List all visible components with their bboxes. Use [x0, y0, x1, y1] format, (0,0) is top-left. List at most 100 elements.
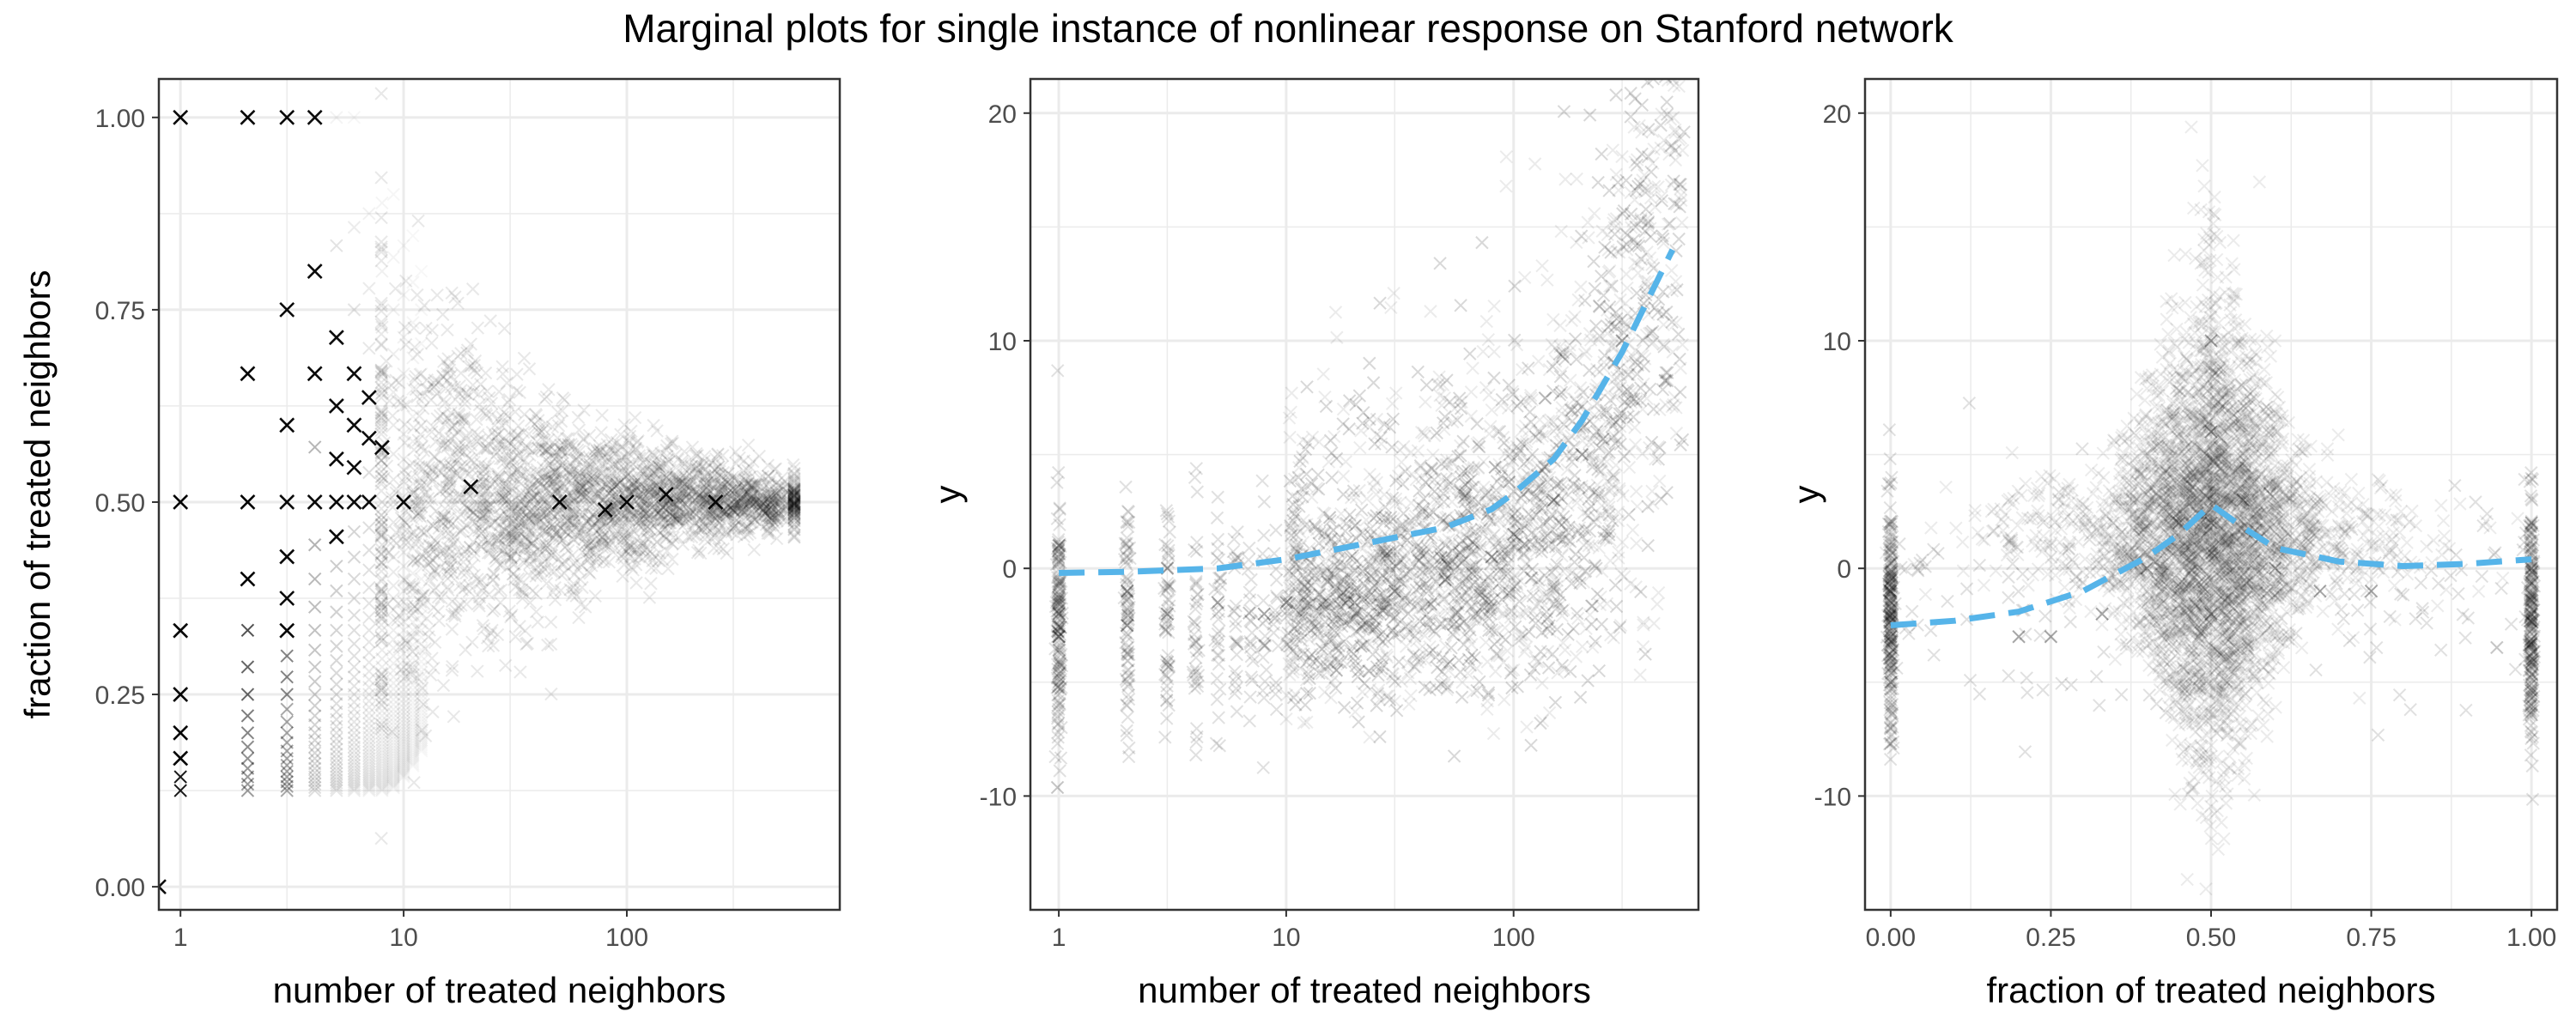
scatter-point	[787, 492, 801, 506]
scatter-point	[346, 417, 362, 433]
scatter-point	[375, 556, 389, 570]
scatter-point	[374, 338, 388, 353]
scatter-point	[330, 776, 343, 790]
scatter-point	[433, 484, 447, 498]
scatter-point	[638, 464, 653, 478]
scatter-point	[1678, 33, 1690, 45]
scatter-point	[386, 693, 400, 706]
scatter-point	[787, 528, 801, 542]
scatter-point	[386, 770, 400, 784]
scatter-point	[778, 499, 793, 513]
scatter-point	[374, 87, 388, 100]
scatter-point	[468, 494, 482, 508]
scatter-point	[307, 572, 322, 586]
scatter-point	[712, 508, 726, 522]
scatter-point	[1210, 693, 1224, 706]
scatter-point	[362, 664, 376, 678]
scatter-point	[1661, 64, 1673, 76]
scatter-point	[330, 653, 343, 668]
scatter-point	[1647, 43, 1659, 55]
scatter-point	[362, 779, 376, 792]
x-tick-label: 10	[389, 924, 417, 952]
scatter-point	[730, 504, 744, 518]
scatter-point	[397, 623, 410, 638]
scatter-point	[347, 761, 361, 775]
scatter-point	[605, 444, 619, 457]
scatter-point	[375, 470, 389, 483]
scatter-point	[459, 643, 472, 657]
scatter-point	[739, 477, 753, 491]
scatter-point	[414, 660, 428, 674]
scatter-point	[375, 668, 389, 682]
scatter-point	[580, 476, 593, 491]
scatter-point	[362, 694, 376, 708]
scatter-point	[330, 732, 343, 746]
scatter-point	[386, 534, 400, 548]
scatter-point	[558, 506, 573, 521]
scatter-point	[414, 616, 428, 630]
scatter-point	[728, 445, 743, 459]
scatter-point	[539, 576, 554, 591]
scatter-point	[347, 777, 361, 791]
scatter-point	[563, 488, 577, 503]
scatter-point	[562, 491, 575, 505]
scatter-point	[711, 447, 725, 461]
scatter-point	[544, 516, 557, 530]
scatter-point	[769, 486, 784, 500]
scatter-point	[538, 554, 552, 568]
scatter-point	[582, 565, 596, 579]
scatter-point	[414, 600, 428, 614]
scatter-point	[743, 506, 757, 521]
scatter-point	[636, 536, 651, 550]
scatter-point	[307, 440, 322, 454]
scatter-point	[734, 499, 749, 513]
scatter-point	[330, 705, 343, 719]
scatter-point	[1671, 61, 1683, 73]
scatter-point	[580, 553, 594, 567]
scatter-point	[787, 530, 801, 544]
scatter-point	[330, 742, 343, 756]
scatter-point	[447, 380, 462, 394]
scatter-point	[659, 532, 673, 546]
scatter-point	[280, 726, 294, 740]
scatter-point	[440, 411, 454, 426]
scatter-point	[744, 496, 757, 511]
scatter-point	[567, 505, 581, 519]
scatter-point	[493, 451, 507, 466]
scatter-point	[586, 520, 600, 535]
scatter-point	[397, 452, 410, 466]
scatter-point	[677, 477, 692, 491]
scatter-point	[764, 487, 779, 501]
scatter-point	[375, 382, 389, 397]
scatter-point	[428, 504, 443, 518]
scatter-point	[1520, 720, 1534, 734]
scatter-point	[534, 476, 548, 490]
scatter-point	[532, 494, 546, 509]
scatter-point	[362, 673, 376, 687]
scatter-point	[544, 687, 558, 701]
scatter-point	[754, 500, 769, 513]
scatter-point	[362, 782, 376, 796]
scatter-point	[787, 484, 801, 499]
scatter-point	[362, 635, 376, 649]
scatter-point	[414, 637, 428, 651]
scatter-point	[492, 470, 506, 484]
scatter-point	[406, 588, 420, 602]
scatter-point	[347, 755, 361, 769]
scatter-point	[583, 512, 598, 526]
scatter-point	[441, 516, 455, 530]
scatter-point	[375, 495, 389, 509]
scatter-point	[627, 477, 641, 491]
scatter-point	[347, 709, 361, 723]
scatter-point	[397, 288, 410, 302]
scatter-point	[362, 765, 376, 779]
scatter-point	[426, 518, 440, 533]
scatter-point	[674, 503, 688, 518]
scatter-point	[330, 726, 343, 740]
scatter-point	[413, 476, 428, 490]
scatter-point	[374, 171, 388, 185]
scatter-point	[375, 740, 389, 754]
scatter-point	[1626, 60, 1638, 72]
scatter-point	[462, 467, 477, 481]
scatter-point	[489, 550, 503, 564]
